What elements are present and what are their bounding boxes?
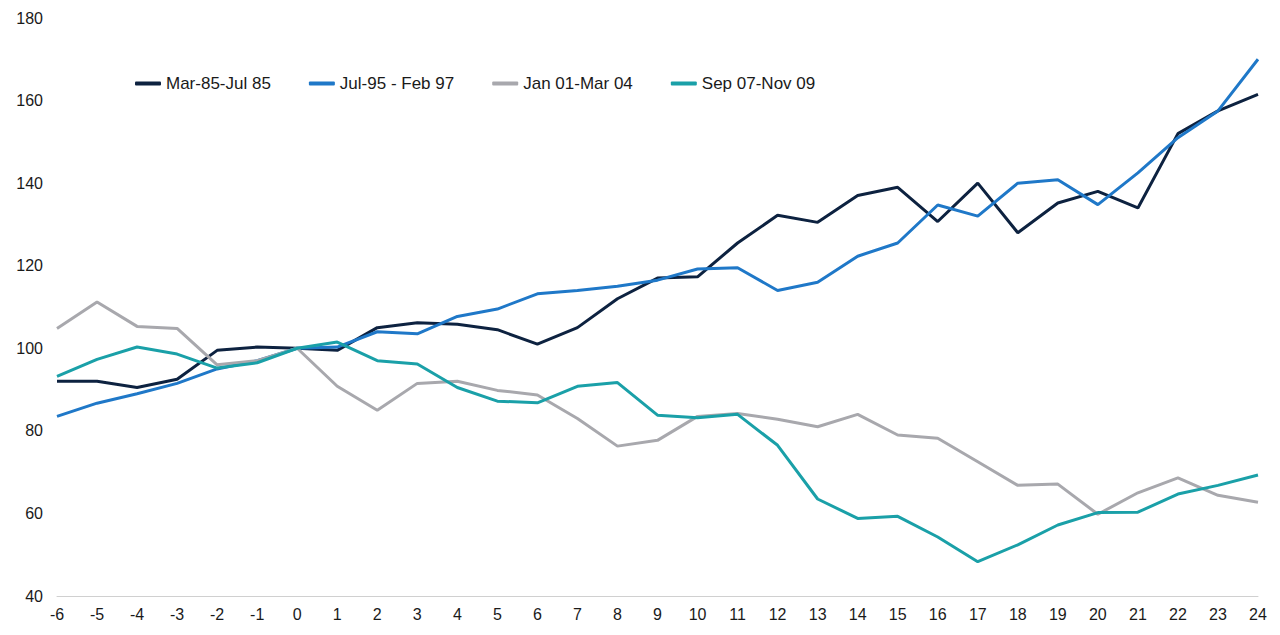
svg-text:Mar-85-Jul 85: Mar-85-Jul 85 (166, 74, 271, 93)
svg-text:-5: -5 (90, 606, 104, 623)
svg-text:10: 10 (689, 606, 707, 623)
svg-text:9: 9 (653, 606, 662, 623)
svg-text:-4: -4 (130, 606, 144, 623)
svg-text:15: 15 (889, 606, 907, 623)
svg-text:3: 3 (413, 606, 422, 623)
svg-text:21: 21 (1129, 606, 1147, 623)
svg-text:Sep 07-Nov 09: Sep 07-Nov 09 (702, 74, 815, 93)
svg-text:19: 19 (1049, 606, 1067, 623)
svg-text:-3: -3 (170, 606, 184, 623)
svg-text:23: 23 (1209, 606, 1227, 623)
svg-text:Jan 01-Mar 04: Jan 01-Mar 04 (523, 74, 633, 93)
svg-text:17: 17 (969, 606, 987, 623)
svg-text:40: 40 (25, 588, 43, 605)
svg-text:-1: -1 (250, 606, 264, 623)
svg-text:22: 22 (1169, 606, 1187, 623)
svg-text:4: 4 (453, 606, 462, 623)
svg-text:-6: -6 (50, 606, 64, 623)
svg-text:7: 7 (573, 606, 582, 623)
svg-text:80: 80 (25, 422, 43, 439)
svg-text:16: 16 (929, 606, 947, 623)
svg-text:1: 1 (333, 606, 342, 623)
svg-text:11: 11 (729, 606, 746, 623)
svg-text:160: 160 (16, 92, 43, 109)
svg-text:13: 13 (809, 606, 827, 623)
svg-text:0: 0 (293, 606, 302, 623)
svg-text:60: 60 (25, 505, 43, 522)
svg-text:12: 12 (769, 606, 787, 623)
svg-text:100: 100 (16, 340, 43, 357)
svg-text:24: 24 (1249, 606, 1267, 623)
svg-text:6: 6 (533, 606, 542, 623)
svg-text:Jul-95 - Feb 97: Jul-95 - Feb 97 (340, 74, 454, 93)
svg-text:20: 20 (1089, 606, 1107, 623)
svg-text:14: 14 (849, 606, 867, 623)
svg-text:120: 120 (16, 257, 43, 274)
svg-text:18: 18 (1009, 606, 1027, 623)
svg-text:-2: -2 (210, 606, 224, 623)
svg-text:8: 8 (613, 606, 622, 623)
svg-text:2: 2 (373, 606, 382, 623)
svg-text:5: 5 (493, 606, 502, 623)
svg-text:180: 180 (16, 10, 43, 27)
svg-text:140: 140 (16, 175, 43, 192)
